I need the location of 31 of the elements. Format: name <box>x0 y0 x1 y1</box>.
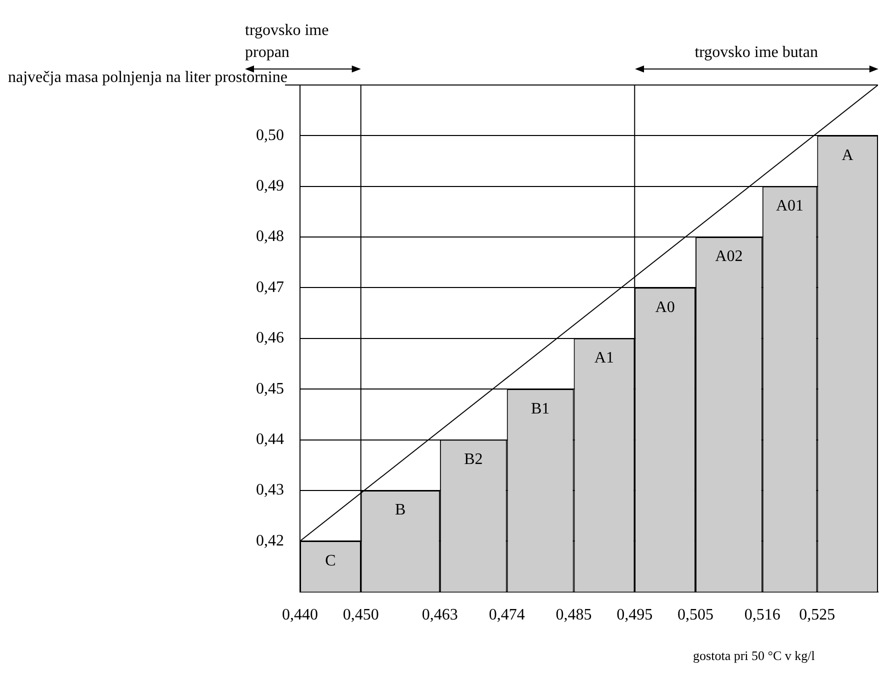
x-tick-label: 0,525 <box>799 606 836 624</box>
x-tick-label: 0,516 <box>744 606 780 624</box>
x-tick-label: 0,505 <box>677 606 714 624</box>
x-tick-label: 0,495 <box>616 606 653 624</box>
annotation: B <box>395 502 406 519</box>
x-axis-title: gostota pri 50 °C v kg/l <box>693 648 816 663</box>
y-tick-label: 0,50 <box>256 126 284 144</box>
annotation: A02 <box>715 248 743 266</box>
y-tick-label: 0,43 <box>256 482 284 499</box>
text: največja masa polnjenja na liter prostornine <box>8 69 288 86</box>
annotation: A01 <box>776 198 804 215</box>
x-tick-label: 0,463 <box>422 606 458 624</box>
annotation: A <box>842 146 854 164</box>
y-tick-label: 0,45 <box>256 380 284 398</box>
y-tick-label: 0,47 <box>256 278 284 296</box>
y-tick-label: 0,46 <box>256 330 284 347</box>
annotation: A1 <box>594 350 614 367</box>
y-tick-label: 0,44 <box>256 430 284 448</box>
x-tick-label: 0,474 <box>488 606 525 624</box>
annotation: B2 <box>464 450 483 468</box>
x-tick-label: 0,485 <box>556 606 592 624</box>
x-tick-label: 0,450 <box>342 606 379 624</box>
annotation: B1 <box>530 400 550 418</box>
text: trgovsko ime butan <box>694 44 818 61</box>
text: trgovsko ime propan <box>245 22 329 61</box>
y-tick-label: 0,42 <box>256 532 284 550</box>
annotation: C <box>325 552 336 570</box>
x-tick-label: 0,440 <box>282 606 318 624</box>
annotation: A0 <box>655 298 675 316</box>
y-tick-label: 0,49 <box>256 178 284 195</box>
y-tick-label: 0,48 <box>256 228 284 246</box>
